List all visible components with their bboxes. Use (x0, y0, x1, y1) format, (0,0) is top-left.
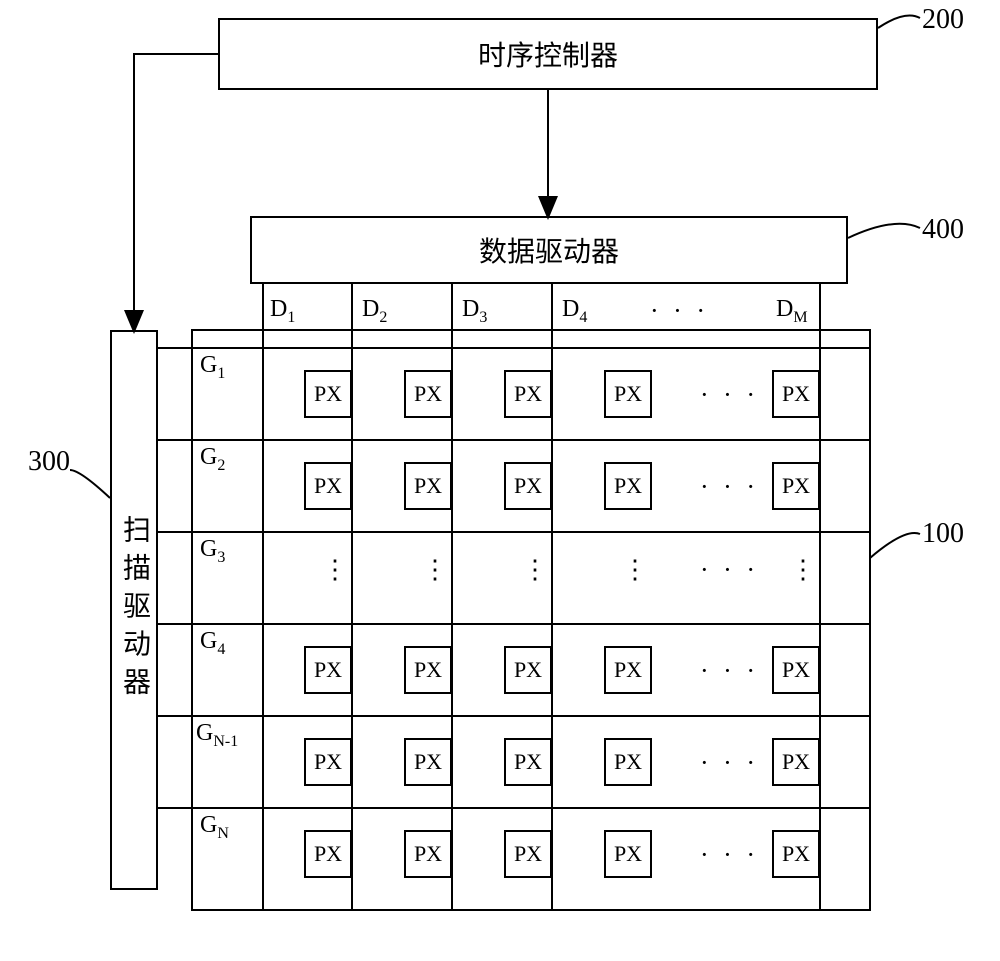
px-r1-c2: PX (404, 370, 452, 418)
dlabel-dm: DM (776, 296, 808, 327)
conn-tc-to-scan (134, 54, 218, 330)
px-r4-c1: PX (304, 646, 352, 694)
dlabel-d3: D3 (462, 296, 487, 327)
data-driver-box: 数据驱动器 (250, 216, 848, 284)
glabel-g1: G1 (200, 352, 225, 383)
vdots-c3: ⋮ (522, 555, 548, 585)
dlabel-d4: D4 (562, 296, 587, 327)
px-r5-c4: PX (604, 738, 652, 786)
px-r5-c3: PX (504, 738, 552, 786)
vdots-cm: ⋮ (790, 555, 816, 585)
px-r5-dots: · · · (700, 748, 759, 778)
px-r5-c2: PX (404, 738, 452, 786)
dlabel-d2: D2 (362, 296, 387, 327)
px-r2-c4: PX (604, 462, 652, 510)
glabel-g3: G3 (200, 536, 225, 567)
scan-driver-label: 扫描驱动器 (114, 515, 154, 705)
vdots-dots: · · · (700, 555, 759, 585)
px-r6-c1: PX (304, 830, 352, 878)
scan-driver-box: 扫描驱动器 (110, 330, 158, 890)
px-r4-c2: PX (404, 646, 452, 694)
dlabel-dots: · · · (650, 296, 709, 326)
ref-400: 400 (922, 214, 964, 246)
glabel-g2: G2 (200, 444, 225, 475)
px-r6-cm: PX (772, 830, 820, 878)
leader-200 (878, 16, 920, 28)
px-r6-c4: PX (604, 830, 652, 878)
vdots-c2: ⋮ (422, 555, 448, 585)
px-r4-c3: PX (504, 646, 552, 694)
px-r1-c1: PX (304, 370, 352, 418)
leader-300 (70, 470, 110, 498)
px-r1-c4: PX (604, 370, 652, 418)
px-r4-cm: PX (772, 646, 820, 694)
px-r6-c3: PX (504, 830, 552, 878)
px-r1-c3: PX (504, 370, 552, 418)
glabel-gn: GN (200, 812, 229, 843)
px-r2-c1: PX (304, 462, 352, 510)
px-r6-c2: PX (404, 830, 452, 878)
timing-controller-box: 时序控制器 (218, 18, 878, 90)
px-r6-dots: · · · (700, 840, 759, 870)
data-driver-label: 数据驱动器 (479, 230, 619, 270)
px-r4-dots: · · · (700, 656, 759, 686)
px-r5-cm: PX (772, 738, 820, 786)
dlabel-d1: D1 (270, 296, 295, 327)
px-r2-c3: PX (504, 462, 552, 510)
ref-100: 100 (922, 518, 964, 550)
glabel-g4: G4 (200, 628, 225, 659)
vdots-c1: ⋮ (322, 555, 348, 585)
ref-200: 200 (922, 4, 964, 36)
px-r1-cm: PX (772, 370, 820, 418)
leader-100 (870, 533, 920, 558)
timing-controller-label: 时序控制器 (478, 34, 618, 74)
px-r2-c2: PX (404, 462, 452, 510)
glabel-gn-1: GN-1 (196, 720, 238, 751)
px-r5-c1: PX (304, 738, 352, 786)
px-r1-dots: · · · (700, 380, 759, 410)
leader-400 (848, 224, 920, 238)
px-r2-cm: PX (772, 462, 820, 510)
vdots-c4: ⋮ (622, 555, 648, 585)
px-r4-c4: PX (604, 646, 652, 694)
px-r2-dots: · · · (700, 472, 759, 502)
ref-300: 300 (28, 446, 70, 478)
